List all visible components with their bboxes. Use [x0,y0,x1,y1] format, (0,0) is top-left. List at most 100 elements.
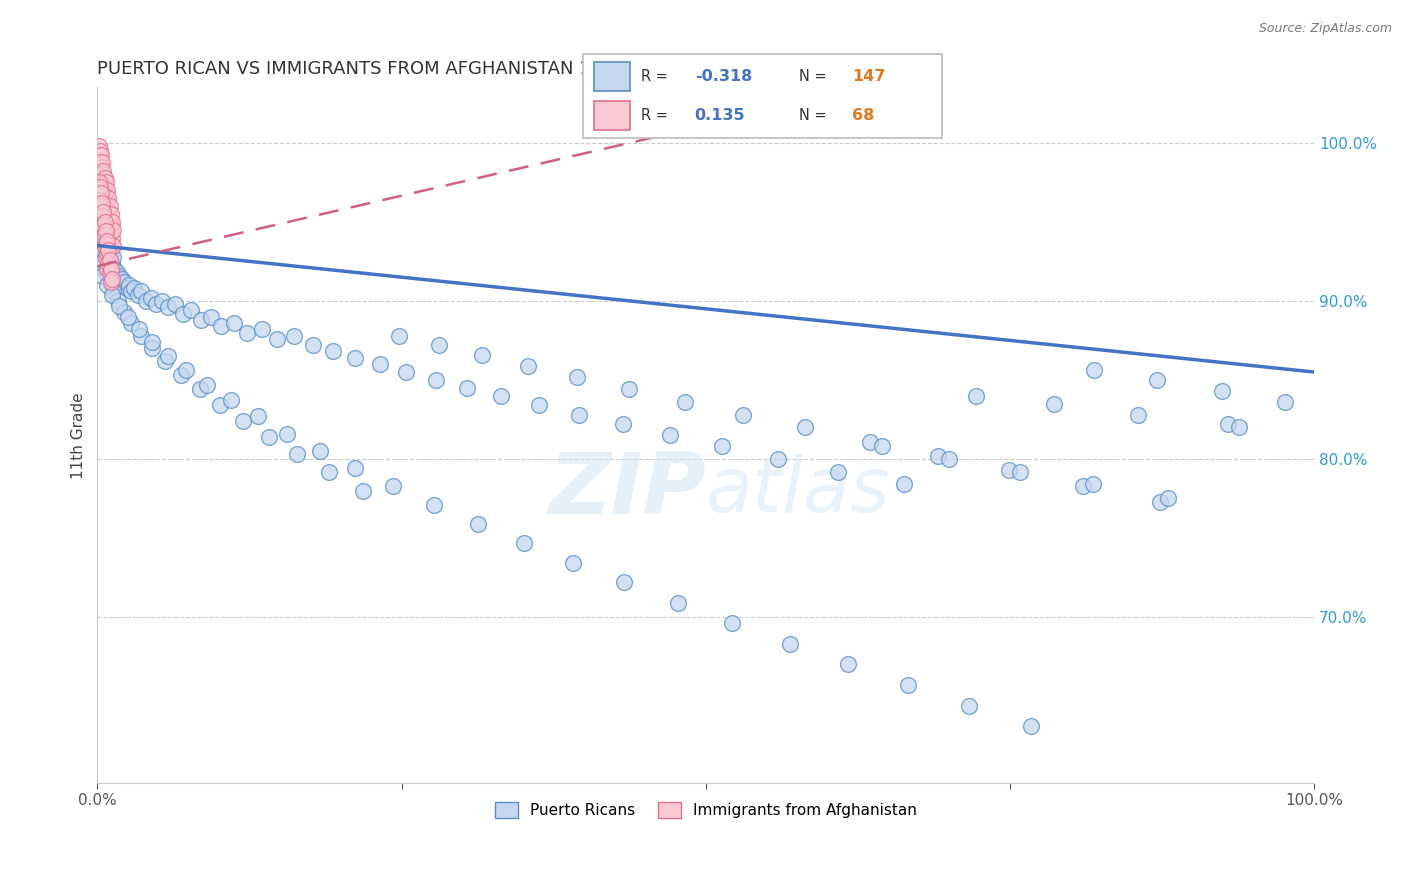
Point [188,383,211,397]
Text: atlas: atlas [706,454,890,528]
Point [110,278,132,293]
Point [93,244,115,258]
Point [139,291,162,305]
Point [659,428,682,442]
Point [101,223,124,237]
Point [98,230,121,244]
Point [90,175,112,189]
Point [156,300,179,314]
Point [93,227,115,242]
FancyBboxPatch shape [595,62,630,91]
Point [395,365,418,379]
Text: 0.135: 0.135 [695,108,745,123]
Point [97,207,120,221]
Point [93,227,115,242]
Point [172,307,194,321]
Point [766,452,789,467]
Point [89,180,111,194]
Point [211,319,233,334]
Point [91,199,114,213]
Point [91,215,114,229]
Point [617,383,640,397]
Point [90,207,112,221]
Point [100,223,122,237]
Point [107,275,129,289]
Point [101,256,124,270]
Point [301,338,323,352]
Point [112,275,135,289]
Point [91,209,114,223]
Point [673,395,696,409]
FancyBboxPatch shape [583,54,942,138]
Point [352,483,374,498]
Point [93,229,115,244]
Point [870,439,893,453]
Point [93,223,115,237]
Point [135,293,157,308]
Point [96,215,118,229]
Point [276,426,298,441]
Point [1216,417,1239,432]
Point [1146,373,1168,387]
Point [1157,491,1180,506]
Point [710,439,733,453]
Point [87,186,110,201]
Point [94,265,117,279]
Point [111,272,134,286]
Point [1211,384,1233,398]
Point [794,420,817,434]
Point [93,202,115,217]
Point [94,224,117,238]
Point [859,434,882,449]
Point [93,240,115,254]
Point [565,369,588,384]
Point [423,498,446,512]
Point [1126,408,1149,422]
Point [97,256,120,270]
Point [1083,363,1105,377]
Point [98,215,121,229]
Point [322,344,344,359]
Point [568,408,591,422]
Text: N =: N = [799,108,827,123]
Point [427,338,450,352]
Point [250,322,273,336]
Point [117,310,139,324]
Point [100,265,122,279]
Point [1227,420,1250,434]
Point [236,326,259,340]
Point [1081,477,1104,491]
Point [93,202,115,217]
Point [96,223,118,237]
Point [1008,465,1031,479]
Point [368,357,391,371]
Point [721,616,744,631]
Point [222,316,245,330]
Point [94,251,117,265]
Point [180,303,202,318]
Point [107,293,129,308]
Point [232,414,254,428]
Point [89,186,111,201]
Point [897,678,920,692]
Point [96,244,118,258]
Point [155,354,177,368]
Point [513,535,536,549]
Point [91,234,114,248]
Point [98,275,121,289]
Point [190,313,212,327]
Point [1042,397,1064,411]
Text: 68: 68 [852,108,875,123]
Point [93,195,115,210]
Point [927,449,949,463]
Point [93,170,115,185]
Point [938,452,960,467]
Point [101,272,124,286]
Point [91,154,114,169]
Point [90,246,112,260]
Point [89,195,111,210]
Point [129,328,152,343]
Point [98,265,121,279]
Point [100,275,122,289]
FancyBboxPatch shape [595,101,630,130]
